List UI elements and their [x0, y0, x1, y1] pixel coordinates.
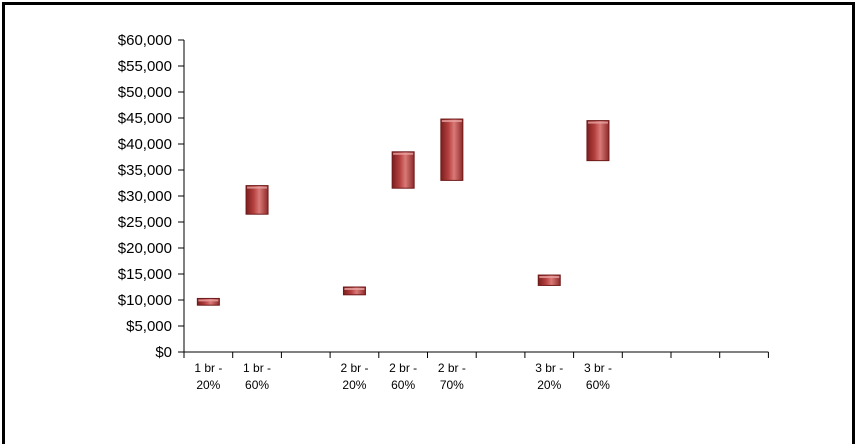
- x-category-label: 20%: [342, 378, 366, 392]
- y-tick-label: $0: [155, 344, 172, 361]
- x-category-label: 3 br -: [535, 361, 563, 375]
- range-bar: [245, 185, 269, 215]
- x-category-label: 2 br -: [438, 361, 466, 375]
- y-tick-label: $30,000: [118, 188, 172, 205]
- x-category-label: 2 br -: [389, 361, 417, 375]
- range-bar-highlight: [393, 152, 414, 155]
- range-bar-highlight: [344, 288, 365, 290]
- range-bar-highlight: [198, 299, 219, 302]
- x-category-label: 20%: [537, 378, 561, 392]
- x-category-label: 60%: [391, 378, 415, 392]
- x-category-label: 3 br -: [584, 361, 612, 375]
- x-category-label: 20%: [196, 378, 220, 392]
- x-category-label: 2 br -: [340, 361, 368, 375]
- range-bar: [440, 118, 464, 181]
- y-tick-label: $15,000: [118, 266, 172, 283]
- y-tick-label: $35,000: [118, 162, 172, 179]
- range-bar-highlight: [587, 121, 608, 124]
- range-bar: [537, 274, 561, 286]
- range-bar-highlight: [539, 276, 560, 279]
- range-bar: [391, 151, 415, 189]
- x-category-label: 1 br -: [243, 361, 271, 375]
- y-tick-label: $20,000: [118, 240, 172, 257]
- y-tick-label: $60,000: [118, 32, 172, 49]
- range-bar: [196, 297, 220, 306]
- y-tick-label: $45,000: [118, 110, 172, 127]
- x-category-label: 60%: [586, 378, 610, 392]
- range-bar-highlight: [247, 186, 268, 189]
- x-category-label: 70%: [440, 378, 464, 392]
- y-tick-label: $50,000: [118, 84, 172, 101]
- range-bar: [586, 120, 610, 162]
- x-category-label: 60%: [245, 378, 269, 392]
- y-tick-label: $25,000: [118, 214, 172, 231]
- range-bar: [342, 286, 366, 296]
- y-tick-label: $40,000: [118, 136, 172, 153]
- y-tick-label: $5,000: [126, 318, 172, 335]
- range-bar-highlight: [441, 120, 462, 123]
- y-tick-label: $10,000: [118, 292, 172, 309]
- x-category-label: 1 br -: [194, 361, 222, 375]
- y-tick-label: $55,000: [118, 58, 172, 75]
